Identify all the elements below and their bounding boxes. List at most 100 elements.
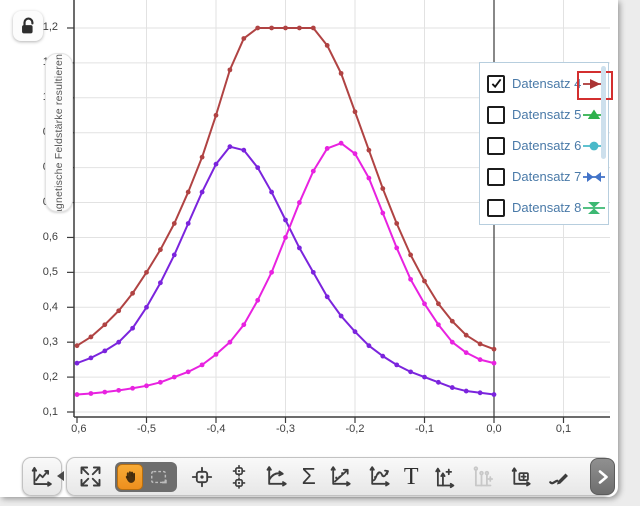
data-point[interactable] xyxy=(297,200,302,205)
coordinates-tool-button[interactable] xyxy=(189,464,215,490)
more-tools-button[interactable] xyxy=(590,458,615,495)
statistics-button[interactable]: Σ xyxy=(302,465,316,488)
text-annotation-button[interactable]: T xyxy=(404,465,419,489)
data-point[interactable] xyxy=(102,348,108,354)
scale-to-fit-button[interactable] xyxy=(77,463,104,490)
legend-label[interactable]: Datensatz 4 xyxy=(512,76,582,91)
data-point[interactable] xyxy=(352,329,358,335)
data-point[interactable] xyxy=(352,151,358,157)
data-point[interactable] xyxy=(477,357,483,363)
data-point[interactable] xyxy=(338,70,344,76)
data-point[interactable] xyxy=(213,351,219,357)
data-point[interactable] xyxy=(102,322,108,328)
data-point[interactable] xyxy=(88,355,94,361)
data-point[interactable] xyxy=(74,392,80,397)
pan-hand-button[interactable] xyxy=(117,463,144,490)
data-point[interactable] xyxy=(449,385,455,390)
data-point[interactable] xyxy=(171,374,177,380)
legend-label[interactable]: Datensatz 8 xyxy=(512,200,582,215)
data-point[interactable] xyxy=(88,391,94,396)
data-point[interactable] xyxy=(422,278,427,284)
data-point[interactable] xyxy=(338,313,344,319)
data-point[interactable] xyxy=(130,325,136,331)
data-point[interactable] xyxy=(213,161,219,167)
data-point[interactable] xyxy=(283,217,288,223)
data-point[interactable] xyxy=(463,332,469,338)
data-point[interactable] xyxy=(297,245,302,251)
data-point[interactable] xyxy=(463,388,469,394)
legend-label[interactable]: Datensatz 5 xyxy=(512,107,582,122)
data-point[interactable] xyxy=(74,360,80,366)
data-point[interactable] xyxy=(352,109,358,115)
data-point[interactable] xyxy=(380,210,386,216)
data-point[interactable] xyxy=(144,383,149,389)
toolbar-collapse-arrow[interactable] xyxy=(57,471,64,481)
delta-tool-button[interactable] xyxy=(226,464,252,490)
data-point[interactable] xyxy=(449,339,455,345)
data-point[interactable] xyxy=(116,308,122,314)
data-point[interactable] xyxy=(394,362,400,368)
legend-item[interactable]: Datensatz 7 xyxy=(487,161,606,192)
data-point[interactable] xyxy=(185,221,191,226)
data-point[interactable] xyxy=(213,112,219,118)
data-point[interactable] xyxy=(408,252,413,258)
curve-fit-button[interactable] xyxy=(366,463,393,490)
marquee-select-button[interactable] xyxy=(143,467,175,487)
data-point[interactable] xyxy=(310,25,316,31)
data-point[interactable] xyxy=(144,304,149,310)
data-point[interactable] xyxy=(366,147,372,153)
data-point[interactable] xyxy=(116,387,122,393)
data-point[interactable] xyxy=(269,189,274,195)
graph-canvas[interactable]: 0,10,20,30,40,50,60,70,80,91,01,11,2 -0,… xyxy=(0,0,618,497)
axis-lock-button[interactable] xyxy=(13,11,43,41)
data-point[interactable] xyxy=(241,147,247,153)
data-point[interactable] xyxy=(158,280,163,286)
data-point[interactable] xyxy=(394,221,400,226)
data-point[interactable] xyxy=(199,154,205,160)
data-point[interactable] xyxy=(477,390,483,396)
legend-scrollbar[interactable] xyxy=(601,66,606,159)
data-point[interactable] xyxy=(436,301,441,307)
data-point[interactable] xyxy=(380,186,386,191)
data-point[interactable] xyxy=(324,146,330,151)
data-point[interactable] xyxy=(408,276,413,282)
add-axis-button[interactable] xyxy=(430,463,457,490)
data-point[interactable] xyxy=(130,290,136,296)
data-point[interactable] xyxy=(436,322,441,328)
data-point[interactable] xyxy=(324,294,330,300)
legend-item[interactable]: Datensatz 5 xyxy=(487,99,606,130)
data-point[interactable] xyxy=(491,360,497,366)
data-point[interactable] xyxy=(463,350,469,356)
legend-item[interactable]: Datensatz 4 xyxy=(487,68,614,100)
legend-checkbox[interactable] xyxy=(487,167,505,186)
data-point[interactable] xyxy=(144,269,149,275)
legend-item[interactable]: Datensatz 6 xyxy=(487,130,606,161)
data-point[interactable] xyxy=(130,385,136,391)
data-point[interactable] xyxy=(255,165,261,171)
data-point[interactable] xyxy=(241,322,247,328)
data-point[interactable] xyxy=(283,235,288,240)
prediction-pencil-button[interactable] xyxy=(545,463,573,491)
data-point[interactable] xyxy=(199,362,205,368)
legend-label[interactable]: Datensatz 6 xyxy=(512,138,582,153)
data-point[interactable] xyxy=(297,25,302,31)
data-point[interactable] xyxy=(338,140,344,146)
data-point[interactable] xyxy=(366,343,372,349)
data-point[interactable] xyxy=(88,334,94,340)
data-point[interactable] xyxy=(283,25,288,31)
data-point[interactable] xyxy=(74,343,80,349)
data-point[interactable] xyxy=(449,318,455,324)
legend-checkbox[interactable] xyxy=(487,105,505,124)
data-point[interactable] xyxy=(255,25,261,31)
data-point[interactable] xyxy=(491,392,497,397)
graph-palette-button[interactable] xyxy=(22,457,62,496)
data-point[interactable] xyxy=(380,353,386,359)
add-plot-area-button[interactable] xyxy=(507,463,534,490)
data-point[interactable] xyxy=(366,175,372,181)
data-point[interactable] xyxy=(227,339,233,345)
linear-fit-button[interactable] xyxy=(327,463,354,490)
data-point[interactable] xyxy=(158,379,163,385)
data-point[interactable] xyxy=(227,67,233,73)
data-point[interactable] xyxy=(227,144,233,150)
data-point[interactable] xyxy=(269,269,274,275)
